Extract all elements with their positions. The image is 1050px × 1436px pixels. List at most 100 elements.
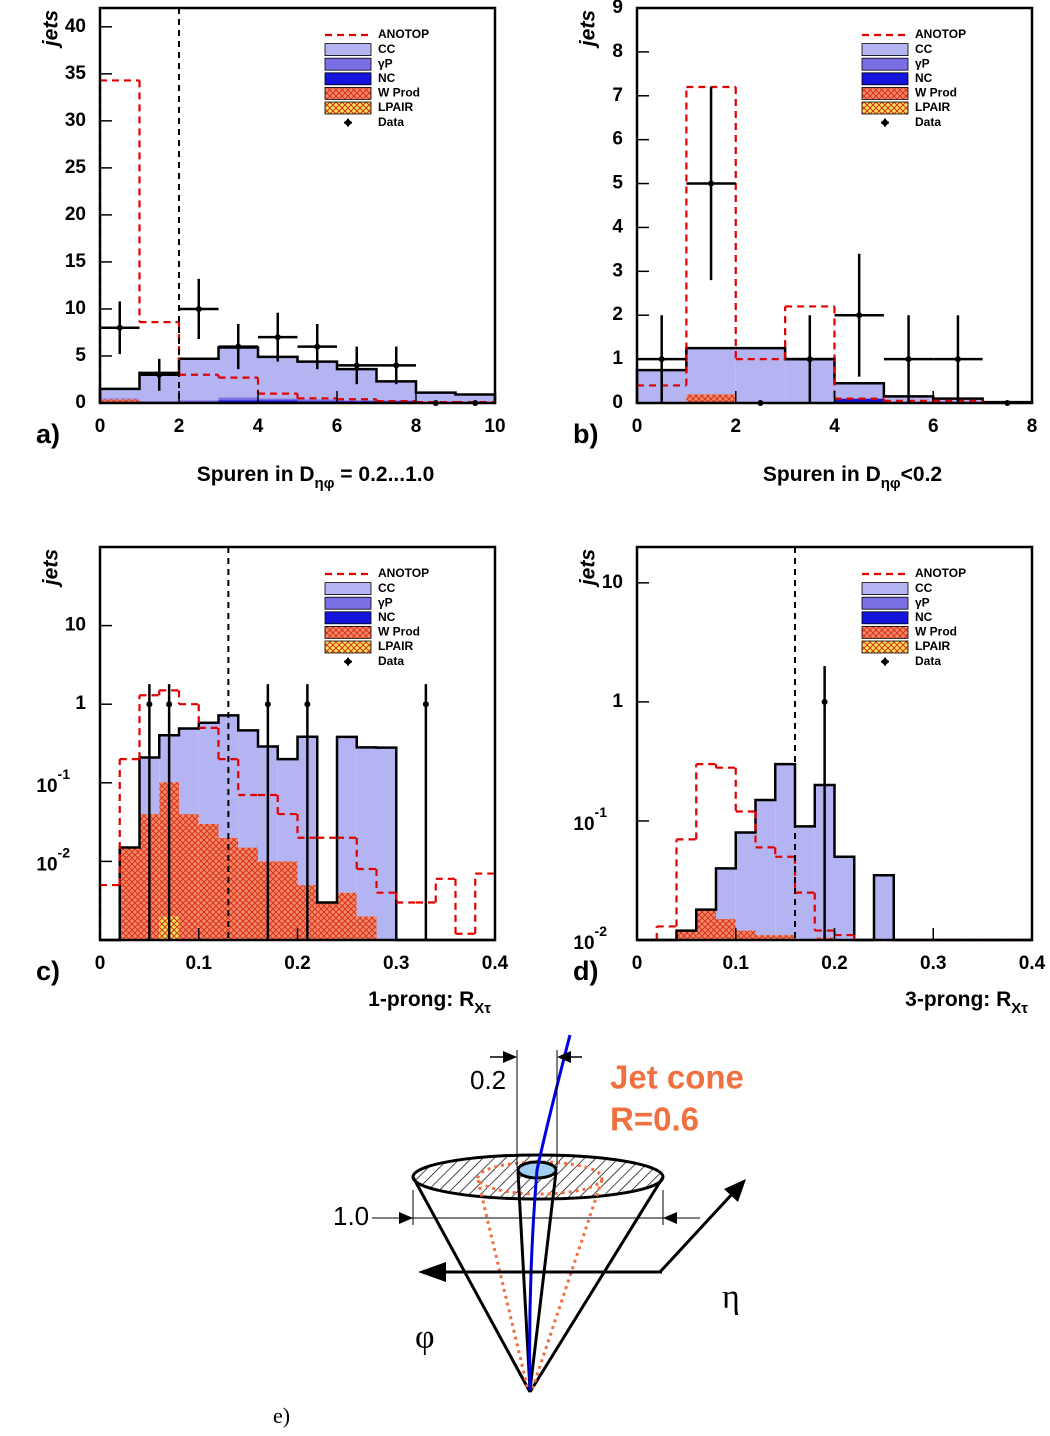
legend-label: LPAIR <box>915 100 950 114</box>
legend-swatch <box>861 87 909 100</box>
legend-label: LPAIR <box>378 100 413 114</box>
stack-bar <box>676 930 697 940</box>
data-point <box>274 334 281 341</box>
cone-edge <box>411 1176 532 1393</box>
y-tick-label: 10-2 <box>573 923 607 954</box>
y-tick-label: 5 <box>75 345 86 366</box>
x-tick-label: 0.4 <box>482 953 509 974</box>
inner-cone-edge <box>528 1171 558 1391</box>
legend-label: Data <box>915 115 941 129</box>
legend-swatch <box>861 582 909 595</box>
stack-bar <box>100 398 140 400</box>
stack-bar <box>337 892 357 940</box>
x-tick-label: 0.1 <box>186 953 213 974</box>
y-tick-exponent: -2 <box>595 923 608 939</box>
y-tick-label: 4 <box>612 216 623 237</box>
legend-label: ANOTOP <box>915 566 966 580</box>
arrow-head <box>503 1051 517 1063</box>
y-tick-label: 40 <box>65 16 86 37</box>
x-tick-label: 4 <box>829 416 840 437</box>
stack-bar <box>258 398 298 401</box>
x-tick-label: 0.2 <box>284 953 310 974</box>
x-axis-label: 3-prong: RXτ <box>905 988 1028 1017</box>
y-tick-label: 10 <box>65 615 86 636</box>
legend-label: NC <box>378 610 396 624</box>
stack-bar <box>179 728 199 815</box>
stack-bar <box>218 715 239 838</box>
y-tick-label: 9 <box>612 0 623 18</box>
data-point <box>821 698 828 705</box>
stack-bar <box>376 381 416 401</box>
stack-outline <box>100 714 495 942</box>
arrow-head <box>557 1051 571 1063</box>
legend-swatch <box>324 582 372 595</box>
x-axis-label: Spuren in Dηφ = 0.2...1.0 <box>197 463 435 492</box>
legend-marker <box>345 658 351 665</box>
stack-bar <box>775 764 795 936</box>
radius-label: R=0.6 <box>610 1101 699 1138</box>
stack-bar <box>874 875 894 940</box>
stack-bar <box>716 868 736 920</box>
stack-bar <box>277 861 298 940</box>
cone-label: Jet cone <box>610 1059 744 1096</box>
legend-label: W Prod <box>378 86 420 100</box>
data-point <box>235 343 242 350</box>
legend-label: Data <box>378 115 404 129</box>
legend-label: Data <box>915 654 941 668</box>
stack-bar <box>376 747 397 940</box>
stack-bar <box>834 856 855 940</box>
legend-swatch <box>861 626 909 639</box>
y-tick-exponent: -1 <box>58 766 71 782</box>
stack-bar <box>179 400 219 403</box>
x-label-text: <0.2 <box>901 463 942 486</box>
x-axis-label: 1-prong: RXτ <box>368 988 491 1017</box>
x-label-text: 3-prong: R <box>905 988 1011 1011</box>
y-tick-label: 1 <box>612 348 623 369</box>
panel-label: c) <box>36 956 60 986</box>
y-tick-label: 7 <box>612 85 623 106</box>
stack-bar <box>716 919 736 940</box>
stack-bar <box>218 397 258 401</box>
x-label-text: Spuren in D <box>197 463 315 486</box>
legend-label: W Prod <box>915 625 957 639</box>
legend-label: NC <box>915 71 933 85</box>
x-tick-label: 0 <box>95 953 106 974</box>
stack-bar <box>277 759 298 862</box>
legend-label: Data <box>378 654 404 668</box>
stack-bar <box>735 348 786 403</box>
panel-label: b) <box>573 419 598 449</box>
legend-label: W Prod <box>378 625 420 639</box>
legend-label: ANOTOP <box>378 566 429 580</box>
stack-bar <box>686 394 736 403</box>
x-tick-label: 2 <box>174 416 185 437</box>
outer-label: 1.0 <box>333 1201 369 1231</box>
legend-label: LPAIR <box>378 639 413 653</box>
legend-swatch <box>861 596 909 610</box>
legend-label: CC <box>915 581 933 595</box>
y-tick-label: 1 <box>75 693 86 714</box>
legend-label: γP <box>378 56 393 70</box>
jet-cone-edge <box>530 1179 604 1391</box>
jet-cone-edge <box>476 1179 530 1391</box>
stack-bar <box>356 747 377 917</box>
stack-bar <box>100 388 140 399</box>
x-label-subscript: ηφ <box>315 475 335 492</box>
stack-bar <box>198 722 219 824</box>
data-point <box>905 356 912 363</box>
x-label-subscript: Xτ <box>474 1000 491 1017</box>
stack-bar <box>416 392 456 403</box>
stack-bar <box>179 358 219 401</box>
stack-bar <box>356 916 377 940</box>
legend-swatch <box>324 87 372 100</box>
panel-label: d) <box>573 956 598 986</box>
y-tick-label: 35 <box>65 63 87 84</box>
legend-swatch <box>324 72 372 86</box>
legend-swatch <box>861 101 909 115</box>
y-axis-label: jets <box>577 549 600 588</box>
legend-swatch <box>861 72 909 86</box>
y-tick-label: 15 <box>65 251 87 272</box>
data-point <box>954 356 961 363</box>
stack-bar <box>337 400 377 402</box>
x-tick-label: 0.3 <box>383 953 409 974</box>
data-point <box>393 362 400 369</box>
